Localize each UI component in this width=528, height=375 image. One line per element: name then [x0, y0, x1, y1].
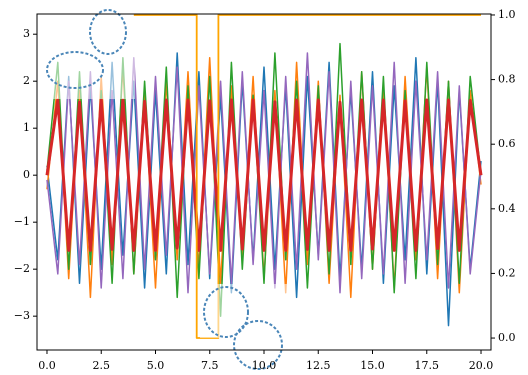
x-tick-label: 5.0	[147, 359, 165, 372]
x-tick-label: 12.5	[306, 359, 331, 372]
y-tick-label: 2	[23, 74, 30, 87]
y2-tick-label: 1.0	[498, 8, 516, 21]
y2-tick-label: 0.6	[498, 137, 516, 150]
x-tick-label: 20.0	[469, 359, 494, 372]
y-tick-label: −1	[14, 215, 30, 228]
x-tick-label: 7.5	[201, 359, 219, 372]
series-line	[46, 52, 482, 294]
y2-tick-label: 0.8	[498, 73, 516, 86]
y-tick-label: 1	[23, 121, 30, 134]
x-tick-label: 15.0	[360, 359, 385, 372]
y-tick-label: 3	[23, 27, 30, 40]
y-tick-label: −3	[14, 309, 30, 322]
y-tick-label: 0	[23, 168, 30, 181]
x-tick-label: 17.5	[415, 359, 440, 372]
x-tick-label: 2.5	[92, 359, 110, 372]
y2-tick-label: 0.4	[498, 202, 516, 215]
y2-tick-label: 0.0	[498, 331, 516, 344]
series-line	[45, 98, 483, 252]
y-tick-label: −2	[14, 262, 30, 275]
x-tick-label: 0.0	[38, 359, 56, 372]
x-tick-label: 10.0	[252, 359, 277, 372]
series-line	[46, 52, 482, 327]
y2-tick-label: 0.2	[498, 266, 516, 279]
inset-decoration	[46, 9, 290, 370]
